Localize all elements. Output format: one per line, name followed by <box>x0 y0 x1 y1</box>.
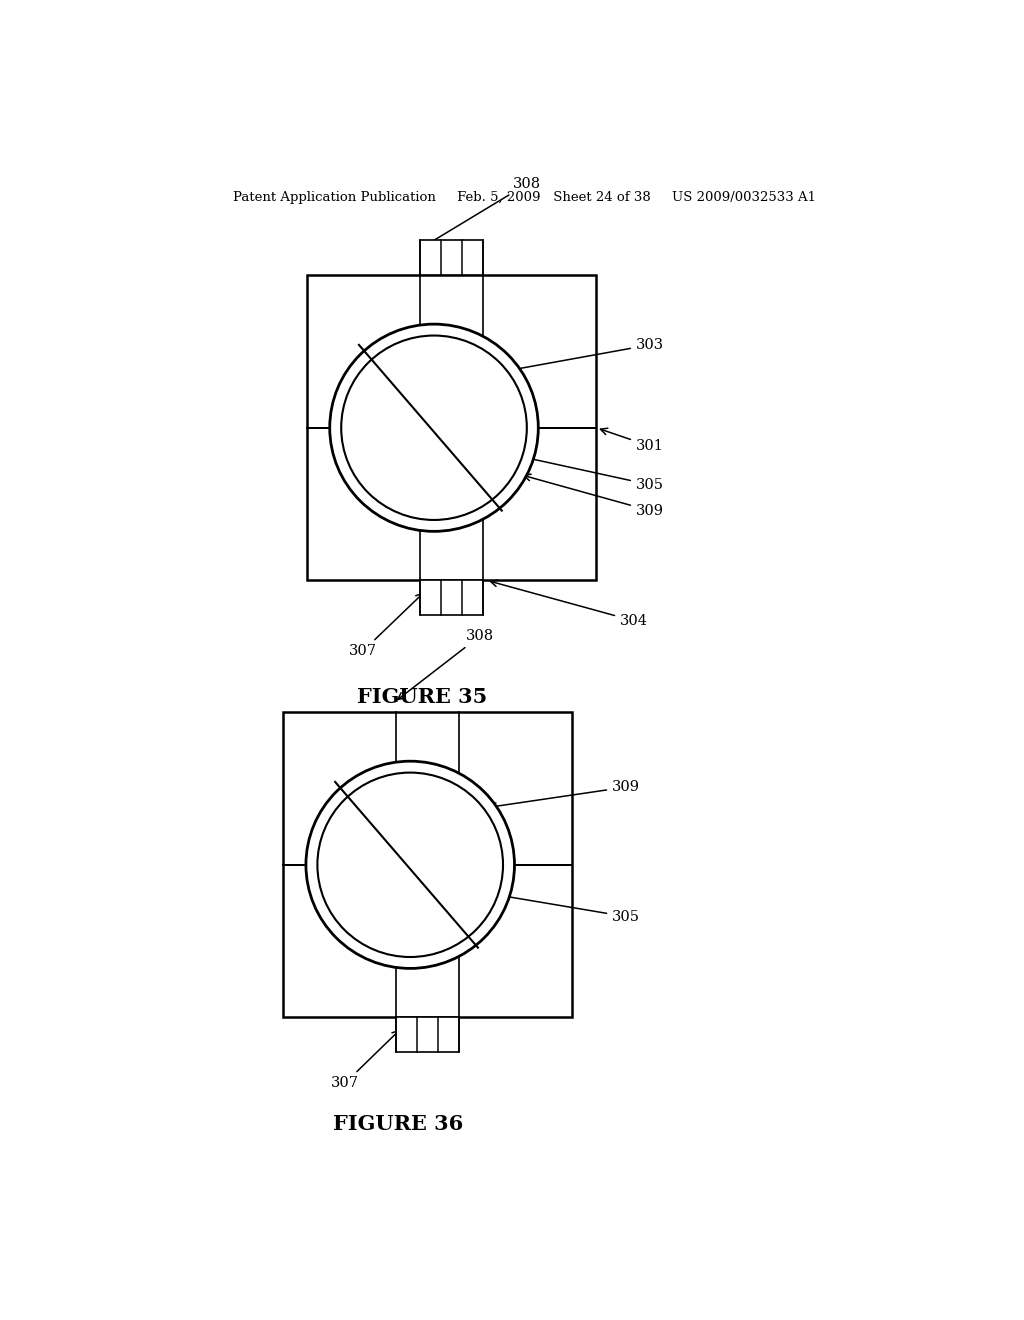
Text: 309: 309 <box>489 780 640 809</box>
Text: 303: 303 <box>511 338 664 372</box>
Ellipse shape <box>317 772 503 957</box>
Text: 305: 305 <box>465 442 664 492</box>
Text: 305: 305 <box>445 884 640 924</box>
Bar <box>306 276 596 581</box>
Text: 308: 308 <box>398 630 494 700</box>
Text: 307: 307 <box>331 1031 399 1090</box>
Text: 301: 301 <box>600 428 664 453</box>
Text: 309: 309 <box>524 474 664 517</box>
Text: FIGURE 36: FIGURE 36 <box>334 1114 464 1134</box>
Text: 307: 307 <box>348 594 423 659</box>
Ellipse shape <box>306 762 514 969</box>
Ellipse shape <box>341 335 526 520</box>
Ellipse shape <box>330 325 539 532</box>
Bar <box>420 240 483 276</box>
Text: FIGURE 35: FIGURE 35 <box>357 688 487 708</box>
Text: Patent Application Publication     Feb. 5, 2009   Sheet 24 of 38     US 2009/003: Patent Application Publication Feb. 5, 2… <box>233 190 816 203</box>
Bar <box>420 581 483 615</box>
Bar <box>395 1018 460 1052</box>
Bar <box>283 713 572 1018</box>
Text: 308: 308 <box>422 177 542 248</box>
Text: 304: 304 <box>490 579 648 628</box>
